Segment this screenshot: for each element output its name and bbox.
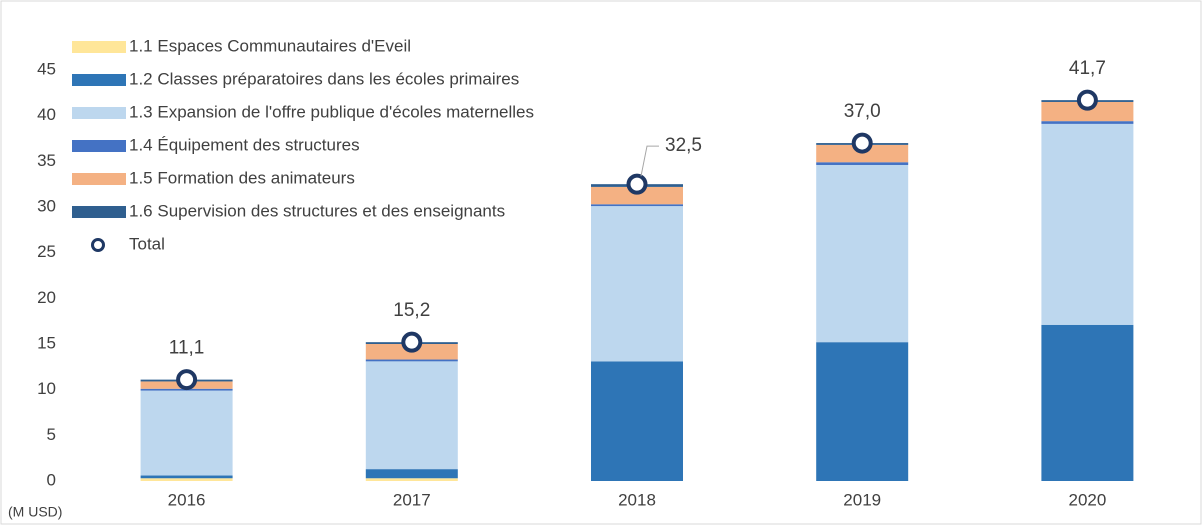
bar-segment: [365, 359, 458, 362]
bar-segment: [365, 361, 458, 470]
bar-segment: [816, 342, 909, 481]
bar-segment: [591, 206, 683, 362]
y-tick-label: 15: [37, 333, 56, 352]
x-tick-label: 2017: [393, 490, 431, 509]
legend-label: 1.5 Formation des animateurs: [129, 168, 355, 187]
legend-swatch: [72, 74, 126, 86]
legend-label: Total: [129, 234, 165, 253]
leader-line: [640, 145, 659, 177]
x-tick-label: 2019: [843, 490, 881, 509]
legend-label: 1.1 Espaces Communautaires d'Eveil: [129, 36, 411, 55]
bar-segment: [365, 469, 458, 479]
legend-swatch: [72, 41, 126, 53]
y-tick-label: 25: [37, 242, 56, 261]
total-marker: [401, 331, 423, 353]
bar-segment: [816, 164, 909, 343]
total-label: 37,0: [844, 101, 881, 122]
total-label: 15,2: [393, 300, 430, 321]
y-tick-label: 10: [37, 379, 56, 398]
legend-swatch: [72, 140, 126, 152]
total-label: 41,7: [1069, 58, 1106, 79]
legend-swatch: [72, 107, 126, 119]
bar-segment: [591, 204, 683, 207]
y-tick-label: 5: [47, 425, 56, 444]
bar-segment: [1041, 101, 1134, 122]
bar-segment: [816, 162, 909, 165]
y-unit: (M USD): [8, 504, 62, 520]
bar-segment: [816, 144, 909, 163]
total-marker: [176, 369, 198, 391]
y-tick-label: 45: [37, 59, 56, 78]
legend-marker: [91, 238, 105, 252]
x-tick-label: 2016: [168, 490, 206, 509]
bar-segment: [365, 478, 458, 481]
legend-label: 1.2 Classes préparatoires dans les école…: [129, 69, 519, 88]
x-tick-label: 2018: [618, 490, 656, 509]
bar-segment: [140, 475, 233, 479]
y-tick-label: 35: [37, 151, 56, 170]
y-tick-label: 40: [37, 105, 56, 124]
bar-segment: [1041, 121, 1134, 124]
y-tick-label: 30: [37, 196, 56, 215]
x-tick-label: 2020: [1068, 490, 1106, 509]
legend-swatch: [72, 173, 126, 185]
bar-segment: [591, 361, 683, 481]
legend-label: 1.6 Supervision des structures et des en…: [129, 201, 505, 220]
bar-segment: [1041, 123, 1134, 325]
bar-segment: [1041, 324, 1134, 481]
legend-label: 1.3 Expansion de l'offre publique d'écol…: [129, 102, 534, 121]
bar-segment: [591, 186, 683, 205]
total-marker: [626, 173, 648, 195]
total-marker: [851, 132, 873, 154]
y-tick-label: 0: [47, 470, 56, 489]
bar-segment: [140, 390, 233, 476]
total-marker: [1076, 89, 1098, 111]
total-label: 32,5: [665, 135, 702, 156]
legend-swatch: [72, 206, 126, 218]
y-tick-label: 20: [37, 288, 56, 307]
total-label: 11,1: [169, 338, 205, 359]
legend-label: 1.4 Équipement des structures: [129, 135, 360, 154]
bar-segment: [140, 478, 233, 481]
